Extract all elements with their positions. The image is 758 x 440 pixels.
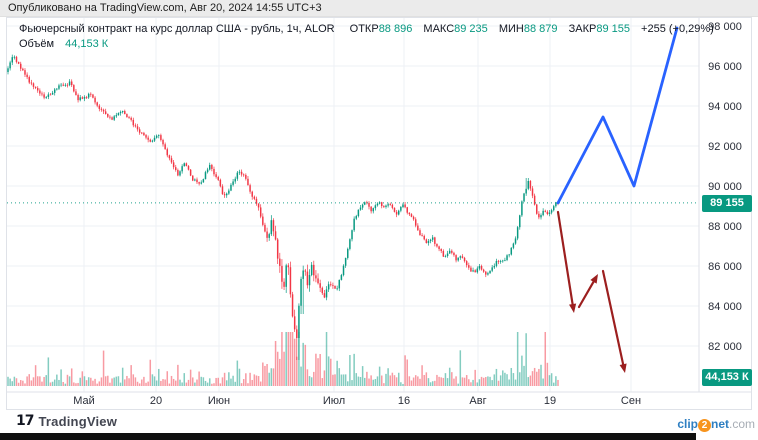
svg-text:84 000: 84 000: [708, 301, 742, 313]
chart-widget: 98 000 96 000 94 000 92 000 90 000 88 000 86 0…: [6, 17, 752, 410]
footer-bar: 17 TradingView clip 2 net.com: [0, 410, 758, 433]
watermark-com: .com: [728, 417, 755, 431]
symbol-title: Фьючерсный контракт на курс доллар США -…: [19, 23, 335, 35]
legend-line-1: Фьючерсный контракт на курс доллар США -…: [19, 22, 714, 37]
tradingview-logo-icon: 17: [16, 413, 35, 429]
chart-legend: Фьючерсный контракт на курс доллар США -…: [19, 22, 714, 52]
svg-text:88 000: 88 000: [708, 221, 742, 233]
change-value: +255 (+0,29%): [641, 23, 714, 35]
bottom-black-bar: [0, 433, 696, 440]
svg-text:19: 19: [544, 395, 556, 407]
watermark-2-icon: 2: [697, 419, 711, 432]
legend-line-2: Объём 44,153 К: [19, 37, 714, 52]
svg-text:94 000: 94 000: [708, 101, 742, 113]
clip2net-watermark[interactable]: clip 2 net.com: [677, 417, 755, 432]
close-value: 89 155: [596, 23, 630, 35]
svg-text:Июн: Июн: [208, 395, 230, 407]
volume-value: 44,153 К: [65, 38, 109, 50]
svg-text:82 000: 82 000: [708, 341, 742, 353]
published-text: Опубликовано на TradingView.com, Авг 20,…: [8, 2, 322, 14]
high-label: МАКС: [423, 23, 455, 35]
svg-text:96 000: 96 000: [708, 61, 742, 73]
low-value: 88 879: [523, 23, 558, 35]
svg-text:92 000: 92 000: [708, 141, 742, 153]
open-value: 88 896: [378, 23, 413, 35]
watermark-net: net: [710, 417, 729, 431]
svg-text:90 000: 90 000: [708, 181, 742, 193]
last-price-badge: 89 155: [702, 195, 752, 212]
svg-text:Май: Май: [73, 395, 95, 407]
volume-badge: 44,153 К: [702, 369, 752, 386]
high-value: 89 235: [454, 23, 488, 35]
svg-text:Июл: Июл: [323, 395, 345, 407]
published-info-bar: Опубликовано на TradingView.com, Авг 20,…: [0, 0, 758, 17]
tradingview-logo-text: TradingView: [38, 413, 118, 429]
svg-text:20: 20: [150, 395, 162, 407]
svg-text:Сен: Сен: [621, 395, 641, 407]
close-label: ЗАКР: [568, 23, 597, 35]
tradingview-logo[interactable]: 17 TradingView: [16, 413, 117, 429]
svg-text:16: 16: [398, 395, 410, 407]
svg-text:98 000: 98 000: [708, 21, 742, 33]
svg-text:86 000: 86 000: [708, 261, 742, 273]
candlestick-chart[interactable]: 98 000 96 000 94 000 92 000 90 000 88 000 86 0…: [7, 18, 751, 409]
open-label: ОТКР: [349, 23, 379, 35]
watermark-clip: clip: [677, 417, 698, 431]
svg-text:Авг: Авг: [469, 395, 486, 407]
volume-label: Объём: [19, 38, 55, 50]
low-label: МИН: [498, 23, 524, 35]
